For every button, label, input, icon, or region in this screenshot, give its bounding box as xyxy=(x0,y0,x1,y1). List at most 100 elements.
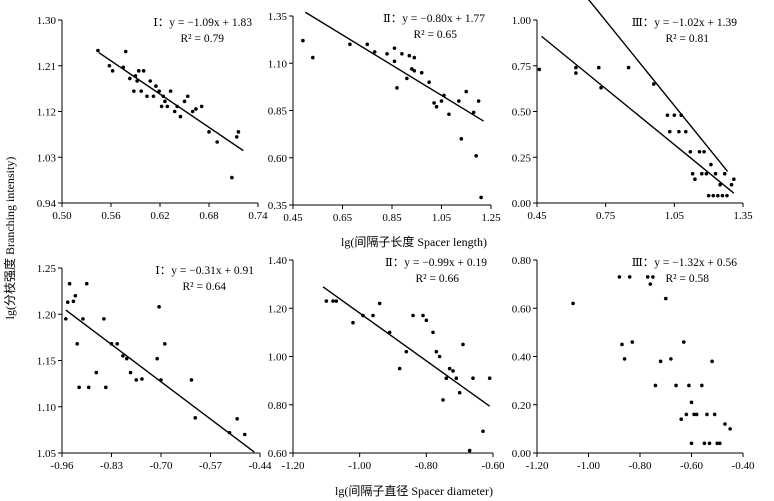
data-point-d-19 xyxy=(140,377,144,381)
r-squared-label: R² = 0.79 xyxy=(181,33,225,45)
data-point-b-13 xyxy=(412,69,417,73)
data-point-c-19 xyxy=(704,171,709,176)
data-point-a-19 xyxy=(163,99,167,104)
data-point-d-1 xyxy=(65,300,70,305)
x-tick-label: 0.50 xyxy=(52,210,72,222)
data-point-b-20 xyxy=(442,93,446,98)
regression-equation: Ⅲ：y = −1.02x + 1.39 xyxy=(632,17,738,29)
data-point-b-23 xyxy=(459,137,464,141)
data-point-d-6 xyxy=(77,385,81,390)
data-point-c-8 xyxy=(667,129,672,134)
data-point-c-9 xyxy=(672,113,677,117)
data-point-b-7 xyxy=(392,59,397,64)
data-point-b-14 xyxy=(412,55,417,60)
y-tick-label: 1.15 xyxy=(37,356,57,368)
x-tick-label: -0.60 xyxy=(680,460,703,472)
data-point-f-28 xyxy=(715,441,720,446)
data-point-b-9 xyxy=(400,52,404,56)
data-point-a-5 xyxy=(127,76,132,81)
y-tick-label: 0.80 xyxy=(512,255,532,267)
axes-e xyxy=(292,260,493,454)
x-tick-label: 0.75 xyxy=(596,210,616,222)
data-point-b-6 xyxy=(392,46,397,50)
data-point-a-1 xyxy=(107,63,112,68)
x-tick-label: 1.35 xyxy=(733,210,753,222)
data-point-b-2 xyxy=(348,42,352,47)
y-tick-label: 0.60 xyxy=(512,303,532,315)
data-point-a-24 xyxy=(178,114,183,119)
data-point-c-23 xyxy=(713,171,718,176)
data-point-a-28 xyxy=(194,107,198,111)
data-point-a-26 xyxy=(185,94,190,99)
y-tick-label: 1.10 xyxy=(268,58,288,70)
data-point-e-13 xyxy=(431,330,435,335)
data-point-d-25 xyxy=(193,416,198,420)
data-point-a-30 xyxy=(207,130,211,134)
regression-equation: Ⅱ：y = −0.99x + 0.19 xyxy=(385,257,487,269)
data-point-d-3 xyxy=(71,299,76,304)
data-point-e-21 xyxy=(457,390,462,395)
chart-panel-f: -1.20 -1.00 -0.80 -0.60 -0.40 0.00 0.20 0.40 0.6… xyxy=(512,0,755,472)
y-tick-label: 0.20 xyxy=(512,400,532,412)
data-point-e-16 xyxy=(441,398,445,402)
data-point-f-8 xyxy=(651,275,655,279)
data-point-d-16 xyxy=(124,356,129,361)
x-tick-label: -0.80 xyxy=(415,460,438,472)
data-point-a-3 xyxy=(121,65,126,70)
data-point-d-24 xyxy=(189,378,194,382)
regression-line-a xyxy=(98,51,244,152)
y-tick-label: 0.60 xyxy=(268,448,288,460)
data-point-f-0 xyxy=(571,301,575,306)
data-point-b-8 xyxy=(395,86,399,90)
data-point-b-28 xyxy=(479,195,483,200)
data-point-d-2 xyxy=(67,281,72,286)
y-tick-label: 0.00 xyxy=(512,198,532,210)
data-point-f-13 xyxy=(674,383,678,388)
data-point-f-7 xyxy=(648,282,653,286)
regression-line-c xyxy=(541,35,735,194)
data-point-a-29 xyxy=(199,104,204,109)
chart-panel-b: 0.45 0.65 0.85 1.05 1.25 0.35 0.60 0.85 1.10 1.35… xyxy=(268,11,501,224)
x-tick-label: -0.70 xyxy=(150,460,173,472)
data-point-f-25 xyxy=(707,441,712,446)
regression-equation: Ⅰ：y = −1.09x + 1.83 xyxy=(153,17,252,29)
y-tick-label: 1.00 xyxy=(512,15,532,27)
data-point-e-6 xyxy=(377,301,382,306)
y-tick-label: 1.20 xyxy=(268,303,288,315)
data-point-a-6 xyxy=(132,89,136,93)
regression-line-f xyxy=(588,0,729,172)
y-tick-label: 1.21 xyxy=(37,61,56,73)
data-point-c-6 xyxy=(651,82,656,86)
x-tick-label: 0.45 xyxy=(283,212,303,224)
regression-line-b xyxy=(305,11,484,122)
data-point-a-15 xyxy=(154,84,158,88)
data-point-a-23 xyxy=(175,104,179,109)
data-point-c-13 xyxy=(688,149,693,154)
data-point-f-15 xyxy=(681,340,686,344)
data-point-a-16 xyxy=(157,89,161,93)
data-point-d-4 xyxy=(73,293,78,298)
data-point-a-14 xyxy=(151,94,156,99)
data-point-d-28 xyxy=(242,432,247,437)
data-point-b-17 xyxy=(432,101,436,105)
data-point-e-15 xyxy=(437,354,442,359)
data-point-a-17 xyxy=(159,104,164,109)
data-point-a-21 xyxy=(168,89,173,93)
data-point-f-11 xyxy=(663,296,668,301)
x-tick-label: -0.83 xyxy=(100,460,123,472)
data-point-f-3 xyxy=(622,357,627,361)
data-point-e-17 xyxy=(444,376,449,381)
data-point-c-17 xyxy=(700,171,704,176)
data-point-e-25 xyxy=(481,429,485,434)
y-tick-label: 1.12 xyxy=(37,107,56,119)
y-tick-label: 1.25 xyxy=(37,263,57,275)
data-point-c-22 xyxy=(711,193,716,198)
data-point-b-10 xyxy=(405,76,409,81)
x-tick-label: 1.25 xyxy=(481,212,501,224)
data-point-d-20 xyxy=(155,356,159,361)
data-point-f-1 xyxy=(617,275,622,279)
regression-equation: Ⅲ：y = −1.32x + 0.56 xyxy=(632,257,738,269)
regression-line-e xyxy=(322,286,491,407)
data-point-c-30 xyxy=(732,177,736,182)
data-point-f-24 xyxy=(705,412,709,417)
